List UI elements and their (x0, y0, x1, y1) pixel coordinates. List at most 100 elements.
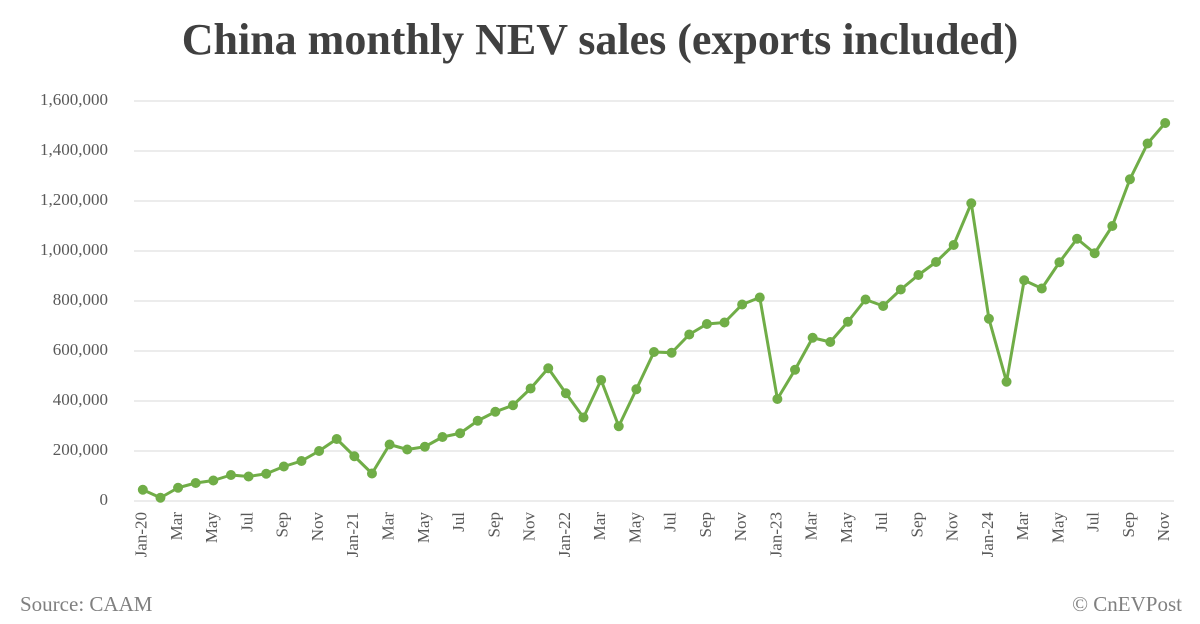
x-tick-label: Jan-23 (766, 512, 785, 557)
data-point (296, 456, 307, 466)
x-tick-label: Mar (802, 512, 821, 541)
source: Source: CAAM (20, 592, 153, 616)
x-tick-label: Jul (237, 512, 256, 532)
y-tick-label: 0 (100, 490, 109, 509)
data-point (790, 364, 801, 375)
x-tick-label: Nov (520, 512, 539, 542)
x-tick-label: Jul (661, 512, 680, 532)
data-point (701, 319, 712, 329)
data-point (507, 400, 518, 411)
y-tick-label: 600,000 (53, 340, 108, 359)
data-point (560, 388, 571, 399)
x-tick-label: May (202, 512, 221, 544)
data-point (208, 475, 219, 486)
data-point (1160, 118, 1171, 128)
data-point (437, 432, 448, 442)
x-tick-label: Jan-22 (555, 512, 574, 557)
data-point (649, 347, 659, 357)
data-point (666, 347, 677, 358)
data-point (1142, 138, 1153, 149)
data-point (155, 492, 166, 503)
data-point (878, 301, 889, 311)
y-tick-label: 200,000 (53, 440, 108, 459)
data-point (419, 441, 430, 452)
data-point (349, 451, 360, 462)
x-tick-label: Sep (696, 512, 715, 538)
y-tick-label: 800,000 (53, 290, 108, 309)
x-tick-label: Mar (167, 512, 186, 541)
x-tick-label: Sep (273, 512, 292, 538)
data-point (983, 313, 994, 324)
data-point (366, 468, 377, 479)
x-tick-label: Mar (1013, 512, 1032, 541)
data-point (278, 461, 289, 472)
y-tick-label: 1,200,000 (40, 190, 108, 209)
data-point (543, 363, 554, 374)
x-tick-label: May (837, 512, 856, 544)
data-point (173, 482, 184, 493)
data-point (1072, 233, 1083, 244)
data-point (455, 428, 466, 439)
data-point (331, 434, 342, 444)
data-point (948, 240, 959, 250)
data-point (860, 294, 871, 305)
x-tick-label: Jan-21 (343, 512, 362, 557)
data-point (631, 384, 642, 395)
x-tick-label: Mar (590, 512, 609, 541)
data-point (1107, 221, 1118, 231)
data-point (772, 394, 783, 404)
data-point (1124, 174, 1135, 185)
y-tick-label: 1,000,000 (40, 240, 108, 259)
data-point (913, 270, 924, 280)
x-tick-label: Mar (378, 512, 397, 541)
y-tick-label: 1,400,000 (40, 140, 108, 159)
data-point (1036, 283, 1047, 294)
data-point (525, 383, 536, 394)
data-point (1001, 376, 1012, 387)
data-point (490, 406, 501, 417)
series-line (142, 122, 1167, 500)
x-tick-label: Jan-20 (132, 512, 151, 557)
data-point (402, 444, 413, 455)
x-tick-label: Nov (308, 512, 327, 542)
data-point (842, 316, 853, 327)
x-tick-label: Jan-24 (978, 512, 997, 558)
data-point (966, 198, 977, 209)
data-point (190, 478, 201, 488)
data-point (931, 257, 942, 267)
data-point (895, 284, 906, 295)
data-point (807, 332, 818, 343)
y-tick-label: 400,000 (53, 390, 108, 409)
x-tick-label: May (625, 512, 644, 544)
x-tick-label: May (414, 512, 433, 544)
data-point (225, 470, 236, 480)
data-point (737, 299, 748, 310)
data-point (596, 375, 607, 385)
data-point (1019, 275, 1030, 286)
data-point (243, 471, 254, 482)
data-point (684, 329, 695, 340)
data-point (261, 468, 272, 479)
data-point (613, 421, 624, 432)
x-tick-label: Jul (1084, 512, 1103, 532)
x-tick-label: May (1048, 512, 1067, 544)
data-point (578, 412, 589, 423)
credit: © CnEVPost (1072, 592, 1182, 616)
x-tick-label: Jul (872, 512, 891, 532)
x-tick-label: Nov (943, 512, 962, 542)
x-tick-label: Sep (1119, 512, 1138, 538)
x-tick-label: Sep (484, 512, 503, 538)
x-tick-label: Sep (907, 512, 926, 538)
x-tick-label: Jul (449, 512, 468, 532)
data-point (384, 439, 395, 450)
x-tick-label: Nov (1154, 512, 1173, 542)
chart-title: China monthly NEV sales (exports include… (182, 15, 1019, 64)
data-point (825, 337, 836, 347)
data-point (472, 415, 483, 426)
x-tick-label: Nov (731, 512, 750, 542)
data-point (1054, 257, 1065, 268)
y-tick-label: 1,600,000 (40, 90, 108, 109)
data-point (1089, 248, 1100, 259)
data-point (719, 317, 730, 328)
